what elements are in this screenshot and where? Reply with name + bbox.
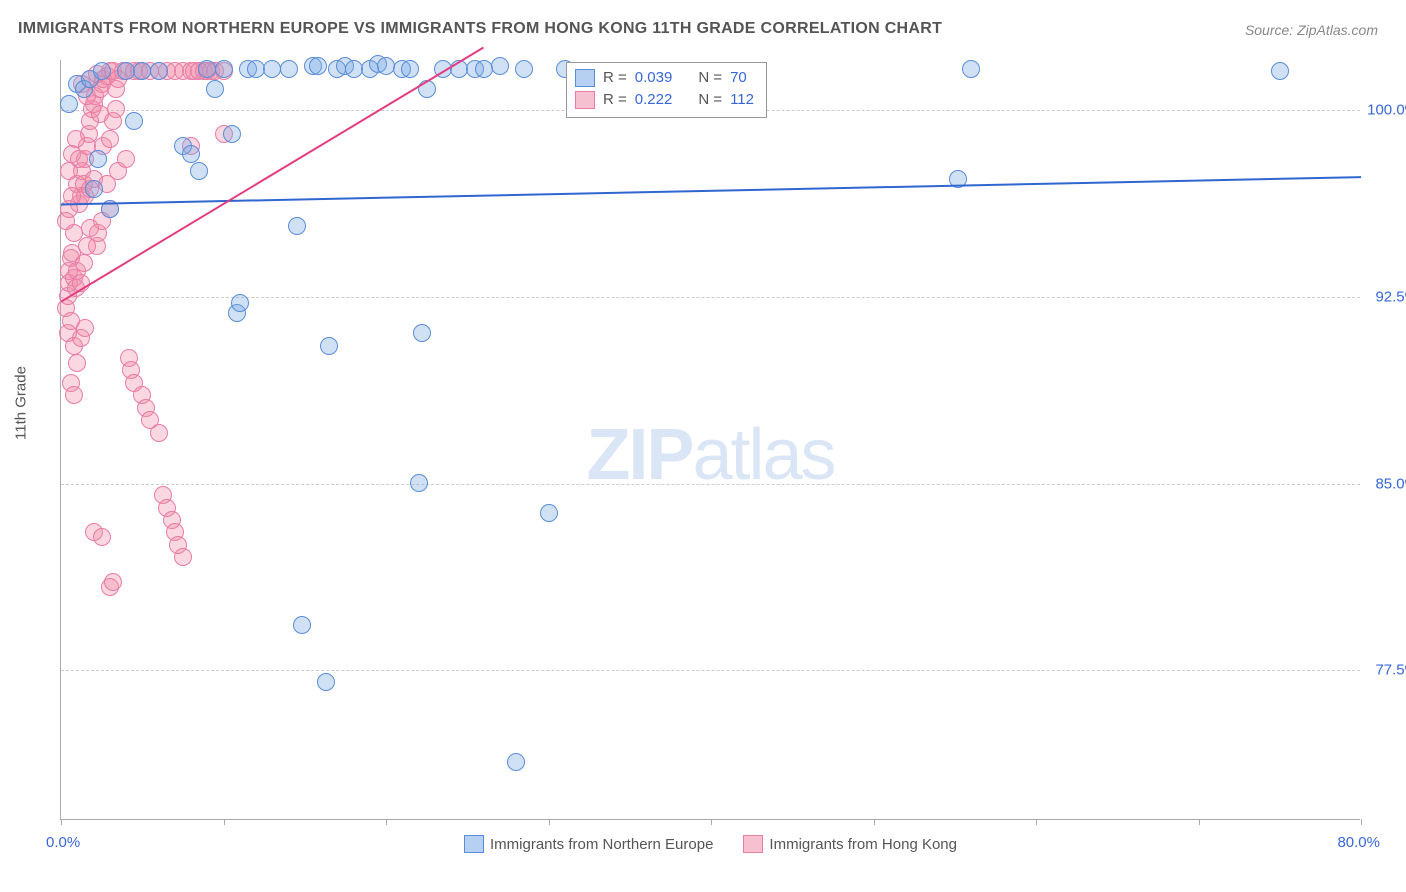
x-tick xyxy=(1036,819,1037,825)
data-point xyxy=(413,324,431,342)
x-tick xyxy=(549,819,550,825)
legend-r-label: R = xyxy=(603,89,627,111)
data-point xyxy=(78,237,96,255)
legend-r-value: 0.222 xyxy=(635,89,673,111)
data-point xyxy=(174,548,192,566)
data-point xyxy=(65,386,83,404)
legend-n-label: N = xyxy=(698,67,722,89)
data-point xyxy=(107,100,125,118)
data-point xyxy=(1271,62,1289,80)
legend-r-label: R = xyxy=(603,67,627,89)
legend-row: R = 0.222 N = 112 xyxy=(575,89,754,111)
data-point xyxy=(93,62,111,80)
data-point xyxy=(101,130,119,148)
legend-swatch xyxy=(743,835,763,853)
data-point xyxy=(76,319,94,337)
legend-swatch xyxy=(575,91,595,109)
x-tick xyxy=(224,819,225,825)
data-point xyxy=(81,219,99,237)
data-point xyxy=(540,504,558,522)
legend-row: R = 0.039 N = 70 xyxy=(575,67,754,89)
data-point xyxy=(93,528,111,546)
x-tick xyxy=(874,819,875,825)
x-tick xyxy=(1199,819,1200,825)
gridline xyxy=(61,484,1360,485)
data-point xyxy=(150,424,168,442)
legend-r-value: 0.039 xyxy=(635,67,673,89)
y-tick-label: 100.0% xyxy=(1367,101,1406,118)
x-tick xyxy=(386,819,387,825)
data-point xyxy=(85,180,103,198)
data-point xyxy=(223,125,241,143)
legend-swatch xyxy=(575,69,595,87)
data-point xyxy=(70,150,88,168)
data-point xyxy=(104,573,122,591)
trendline xyxy=(61,177,1361,204)
y-tick-label: 92.5% xyxy=(1375,288,1406,305)
data-point xyxy=(949,170,967,188)
data-point xyxy=(377,57,395,75)
series-legend: Immigrants from Northern Europe Immigrant… xyxy=(61,835,1360,853)
legend-label: Immigrants from Northern Europe xyxy=(490,836,713,853)
legend-n-value: 70 xyxy=(730,67,747,89)
data-point xyxy=(67,130,85,148)
legend-item: Immigrants from Northern Europe xyxy=(464,835,713,853)
data-point xyxy=(117,150,135,168)
legend-swatch xyxy=(464,835,484,853)
x-tick xyxy=(1361,819,1362,825)
data-point xyxy=(401,60,419,78)
data-point xyxy=(515,60,533,78)
plot-area: ZIPatlas 77.5%85.0%92.5%100.0% R =0.039N… xyxy=(60,60,1360,820)
data-point xyxy=(288,217,306,235)
data-point xyxy=(63,187,81,205)
data-point xyxy=(206,80,224,98)
data-point xyxy=(101,200,119,218)
legend-item: Immigrants from Hong Kong xyxy=(743,835,957,853)
data-point xyxy=(215,60,233,78)
data-point xyxy=(89,150,107,168)
data-point xyxy=(309,57,327,75)
data-point xyxy=(475,60,493,78)
y-tick-label: 85.0% xyxy=(1375,475,1406,492)
data-point xyxy=(280,60,298,78)
y-tick-label: 77.5% xyxy=(1375,662,1406,679)
data-point xyxy=(418,80,436,98)
legend-label: Immigrants from Hong Kong xyxy=(769,836,957,853)
correlation-legend: R = 0.039 N = 70 R = 0.222 N = 112 xyxy=(566,62,767,118)
data-point xyxy=(410,474,428,492)
data-point xyxy=(150,62,168,80)
data-point xyxy=(491,57,509,75)
trendlines-layer xyxy=(61,60,1360,819)
data-point xyxy=(293,616,311,634)
data-point xyxy=(190,162,208,180)
gridline xyxy=(61,297,1360,298)
data-point xyxy=(962,60,980,78)
chart-title: IMMIGRANTS FROM NORTHERN EUROPE VS IMMIG… xyxy=(18,20,942,38)
data-point xyxy=(320,337,338,355)
data-point xyxy=(182,145,200,163)
data-point xyxy=(125,112,143,130)
legend-n-value: 112 xyxy=(730,89,754,111)
source-attribution: Source: ZipAtlas.com xyxy=(1245,22,1378,38)
data-point xyxy=(75,254,93,272)
y-axis-title: 11th Grade xyxy=(13,366,30,440)
data-point xyxy=(60,95,78,113)
gridline xyxy=(61,670,1360,671)
x-tick xyxy=(61,819,62,825)
legend-n-label: N = xyxy=(698,89,722,111)
data-point xyxy=(231,294,249,312)
data-point xyxy=(72,274,90,292)
x-tick xyxy=(711,819,712,825)
data-point xyxy=(317,673,335,691)
data-point xyxy=(68,354,86,372)
data-point xyxy=(507,753,525,771)
